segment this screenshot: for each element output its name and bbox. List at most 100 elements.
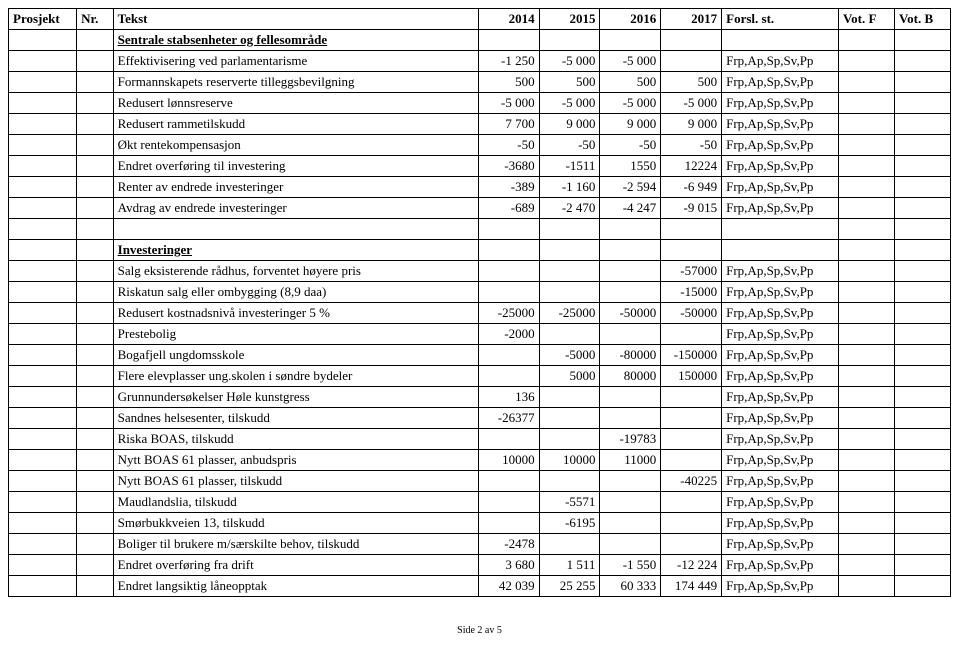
cell-empty <box>113 219 478 240</box>
cell-2016 <box>600 30 661 51</box>
table-row: Prestebolig-2000Frp,Ap,Sp,Sv,Pp <box>9 324 951 345</box>
cell-prosjekt <box>9 429 77 450</box>
cell-votf <box>838 93 894 114</box>
cell-2016: -50000 <box>600 303 661 324</box>
table-row: Nytt BOAS 61 plasser, anbudspris10000100… <box>9 450 951 471</box>
cell-tekst: Effektivisering ved parlamentarisme <box>113 51 478 72</box>
cell-nr <box>77 345 114 366</box>
cell-2016: -5 000 <box>600 51 661 72</box>
cell-prosjekt <box>9 240 77 261</box>
cell-votf <box>838 114 894 135</box>
cell-2014: -26377 <box>478 408 539 429</box>
table-row: Endret langsiktig låneopptak42 03925 255… <box>9 576 951 597</box>
table-row: Redusert rammetilskudd7 7009 0009 0009 0… <box>9 114 951 135</box>
cell-empty <box>838 219 894 240</box>
cell-nr <box>77 513 114 534</box>
cell-tekst: Økt rentekompensasjon <box>113 135 478 156</box>
cell-votb <box>894 429 950 450</box>
cell-prosjekt <box>9 135 77 156</box>
cell-2017 <box>661 387 722 408</box>
cell-votb <box>894 450 950 471</box>
col-votf: Vot. F <box>838 9 894 30</box>
cell-votb <box>894 408 950 429</box>
cell-2017 <box>661 513 722 534</box>
cell-2014: 3 680 <box>478 555 539 576</box>
cell-votb <box>894 51 950 72</box>
cell-tekst: Avdrag av endrede investeringer <box>113 198 478 219</box>
cell-forsl: Frp,Ap,Sp,Sv,Pp <box>722 303 839 324</box>
cell-2014 <box>478 261 539 282</box>
cell-2016: 500 <box>600 72 661 93</box>
cell-nr <box>77 471 114 492</box>
cell-2017: 150000 <box>661 366 722 387</box>
cell-2015: -5000 <box>539 345 600 366</box>
cell-votb <box>894 471 950 492</box>
cell-forsl: Frp,Ap,Sp,Sv,Pp <box>722 408 839 429</box>
cell-2017: 9 000 <box>661 114 722 135</box>
cell-2017: 12224 <box>661 156 722 177</box>
cell-nr <box>77 177 114 198</box>
cell-2016 <box>600 324 661 345</box>
cell-votb <box>894 324 950 345</box>
cell-2015: -1 160 <box>539 177 600 198</box>
table-row: Effektivisering ved parlamentarisme-1 25… <box>9 51 951 72</box>
cell-forsl: Frp,Ap,Sp,Sv,Pp <box>722 471 839 492</box>
table-row: Nytt BOAS 61 plasser, tilskudd-40225Frp,… <box>9 471 951 492</box>
cell-2017: -5 000 <box>661 93 722 114</box>
cell-tekst: Sandnes helsesenter, tilskudd <box>113 408 478 429</box>
cell-2016: 9 000 <box>600 114 661 135</box>
col-votb: Vot. B <box>894 9 950 30</box>
cell-2014: 42 039 <box>478 576 539 597</box>
cell-2017: -50 <box>661 135 722 156</box>
cell-2015: 500 <box>539 72 600 93</box>
cell-votf <box>838 135 894 156</box>
cell-tekst: Flere elevplasser ung.skolen i søndre by… <box>113 366 478 387</box>
cell-2014: -389 <box>478 177 539 198</box>
cell-votb <box>894 282 950 303</box>
cell-prosjekt <box>9 366 77 387</box>
cell-nr <box>77 576 114 597</box>
budget-table: Prosjekt Nr. Tekst 2014 2015 2016 2017 F… <box>8 8 951 597</box>
cell-forsl: Frp,Ap,Sp,Sv,Pp <box>722 135 839 156</box>
cell-nr <box>77 114 114 135</box>
table-body: Sentrale stabsenheter og fellesområdeEff… <box>9 30 951 597</box>
cell-2016: 80000 <box>600 366 661 387</box>
table-row: Maudlandslia, tilskudd-5571Frp,Ap,Sp,Sv,… <box>9 492 951 513</box>
cell-nr <box>77 303 114 324</box>
cell-2015 <box>539 261 600 282</box>
col-2016: 2016 <box>600 9 661 30</box>
cell-2014: -2478 <box>478 534 539 555</box>
cell-tekst: Renter av endrede investeringer <box>113 177 478 198</box>
cell-votf <box>838 261 894 282</box>
cell-2014: 7 700 <box>478 114 539 135</box>
cell-2015 <box>539 387 600 408</box>
cell-2014: -25000 <box>478 303 539 324</box>
cell-2015: -2 470 <box>539 198 600 219</box>
cell-2014 <box>478 513 539 534</box>
cell-tekst: Nytt BOAS 61 plasser, tilskudd <box>113 471 478 492</box>
cell-tekst: Investeringer <box>113 240 478 261</box>
cell-forsl <box>722 30 839 51</box>
cell-2017: -12 224 <box>661 555 722 576</box>
cell-2016: -1 550 <box>600 555 661 576</box>
cell-2016: -50 <box>600 135 661 156</box>
cell-2015: -5 000 <box>539 93 600 114</box>
cell-empty <box>478 219 539 240</box>
cell-votb <box>894 303 950 324</box>
cell-votf <box>838 51 894 72</box>
cell-empty <box>722 219 839 240</box>
cell-prosjekt <box>9 387 77 408</box>
cell-nr <box>77 282 114 303</box>
cell-2016 <box>600 408 661 429</box>
table-row: Avdrag av endrede investeringer-689-2 47… <box>9 198 951 219</box>
cell-nr <box>77 450 114 471</box>
cell-2016: -80000 <box>600 345 661 366</box>
cell-2015: 9 000 <box>539 114 600 135</box>
table-row-section: Investeringer <box>9 240 951 261</box>
cell-2016: -2 594 <box>600 177 661 198</box>
cell-votf <box>838 576 894 597</box>
cell-votf <box>838 282 894 303</box>
table-row: Formannskapets reserverte tilleggsbevilg… <box>9 72 951 93</box>
cell-2016 <box>600 261 661 282</box>
cell-tekst: Redusert lønnsreserve <box>113 93 478 114</box>
